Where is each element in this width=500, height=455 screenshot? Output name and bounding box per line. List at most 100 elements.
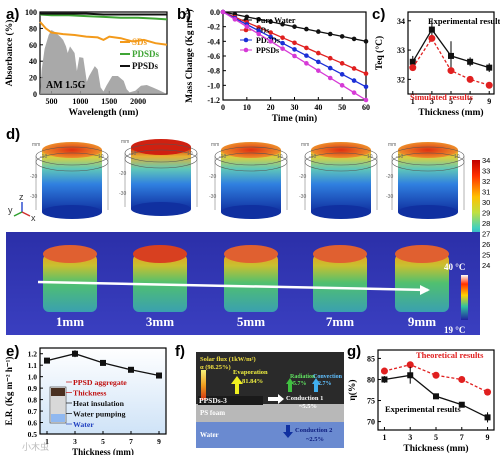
- data-point: [448, 52, 454, 59]
- data-point: [351, 90, 357, 95]
- sim-axis-tick: -30: [119, 191, 126, 197]
- annotation-am15g: AM 1.5G: [46, 80, 86, 91]
- x-tick-label: 5: [101, 437, 105, 446]
- sim-axis-tick: 10: [454, 154, 460, 160]
- data-point: [466, 75, 474, 83]
- data-point: [351, 66, 357, 71]
- x-tick-label: 500: [46, 97, 58, 106]
- data-point: [327, 31, 333, 37]
- sim-axis-tick: -20: [299, 174, 306, 180]
- data-point: [316, 68, 321, 73]
- ir-thickness-label: 9mm: [408, 314, 436, 329]
- conduction1-label: Conduction 1: [286, 395, 323, 402]
- ps-foam-layer: [196, 404, 344, 422]
- conduction1-pct: ~5.5%: [299, 403, 317, 410]
- sim-colorbar: [472, 160, 480, 265]
- y-axis-label: E.R. (Kg m⁻² h⁻¹): [4, 357, 14, 426]
- colorbar-tick-label: 29: [482, 209, 490, 218]
- ir-thickness-label: 3mm: [146, 314, 174, 329]
- data-point: [381, 376, 388, 383]
- material-label: PPSDs-3: [199, 396, 227, 405]
- data-point: [447, 67, 455, 75]
- data-point: [485, 81, 493, 89]
- ir-cylinder-top: [224, 245, 278, 263]
- panel-letter-g: g): [347, 343, 362, 360]
- sim-cylinder-3: mm-10 10 -20 -30: [209, 142, 288, 219]
- sim-axis-tick: -30: [386, 194, 393, 200]
- sim-axis-tick: 10: [98, 154, 104, 160]
- solar-flux-label: Solar flux (1kW/m²): [200, 356, 256, 363]
- data-point: [351, 78, 357, 83]
- convection-arrow-icon: [312, 378, 320, 392]
- data-point: [467, 58, 474, 65]
- y-axis-label: Teq (°C): [374, 36, 385, 70]
- ir-cylinder-3: 5mm: [224, 245, 278, 329]
- ir-cylinder-top: [43, 245, 97, 263]
- sim-axis-tick: -10: [129, 151, 136, 157]
- data-point: [292, 53, 297, 59]
- y-tick-label: 0.0: [210, 8, 220, 17]
- x-tick-label: 20: [267, 103, 275, 112]
- sim-axis-tick: -20: [209, 174, 216, 180]
- y-tick-label: 60: [29, 41, 37, 50]
- colorbar-tick-label: 26: [482, 240, 490, 249]
- data-point: [128, 366, 134, 373]
- panel-letter-b: b): [177, 6, 192, 23]
- legend-label: Pure Water: [256, 16, 296, 25]
- y-tick-label: -0.6: [207, 52, 220, 61]
- data-point: [280, 40, 285, 46]
- series-line-sds: [39, 21, 168, 46]
- data-point: [292, 24, 297, 29]
- data-point: [292, 40, 297, 46]
- sim-cylinder-5: mm-10 10 -20 -30: [386, 142, 465, 219]
- inset-insulation: [51, 396, 65, 414]
- y-tick-label: -0.2: [207, 23, 220, 32]
- radiation-pct: 5.7%: [293, 381, 307, 387]
- evaporation-label: Evaporation: [233, 369, 268, 376]
- data-point: [232, 17, 238, 22]
- y-tick-label: 0: [33, 90, 37, 99]
- sim-cylinder-base: [131, 202, 191, 216]
- colorbar-tick-label: 25: [482, 251, 490, 260]
- y-tick-label: 70: [367, 418, 375, 427]
- ir-cylinder-body: [133, 254, 187, 312]
- axis-y-letter: y: [8, 205, 13, 215]
- y-tick-label: 80: [367, 375, 375, 384]
- sim-axis-tick: -20: [30, 174, 37, 180]
- data-point: [458, 401, 465, 408]
- data-point: [433, 393, 439, 400]
- sim-cylinder-4: mm-10 10 -20 -30: [299, 142, 378, 219]
- x-tick-label: 9: [157, 437, 161, 446]
- sim-axis-tick: -10: [396, 154, 403, 160]
- data-point: [280, 21, 285, 27]
- data-point: [280, 46, 285, 51]
- y-tick-label: -0.8: [207, 67, 220, 76]
- x-tick-label: 2000: [130, 97, 146, 106]
- data-point: [244, 24, 250, 29]
- thickness-arrow: [37, 280, 429, 292]
- panel-letter-a: a): [6, 6, 20, 23]
- y-axis-label: Absorbance (%): [4, 20, 15, 87]
- data-point: [486, 64, 493, 71]
- ir-cylinder-4: 7mm: [313, 245, 367, 329]
- sim-axis-tick: -20: [386, 174, 393, 180]
- panel-letter-d: d): [6, 126, 21, 143]
- sim-axis-tick: -30: [30, 194, 37, 200]
- data-point: [44, 357, 50, 364]
- y-tick-label: 0.8: [28, 396, 38, 405]
- sim-cylinder-body: [131, 147, 191, 209]
- y-tick-label: 75: [367, 397, 375, 406]
- sim-axis-tick: 10: [187, 151, 193, 157]
- data-point: [409, 58, 416, 65]
- x-tick-label: 5: [434, 433, 438, 442]
- data-point: [351, 36, 357, 42]
- sim-cylinder-body: [221, 150, 281, 212]
- data-point: [72, 350, 78, 357]
- ir-cylinder-top: [395, 245, 449, 263]
- sim-axis-tick: -30: [299, 194, 306, 200]
- evaporation-pct: 81.84%: [242, 378, 263, 385]
